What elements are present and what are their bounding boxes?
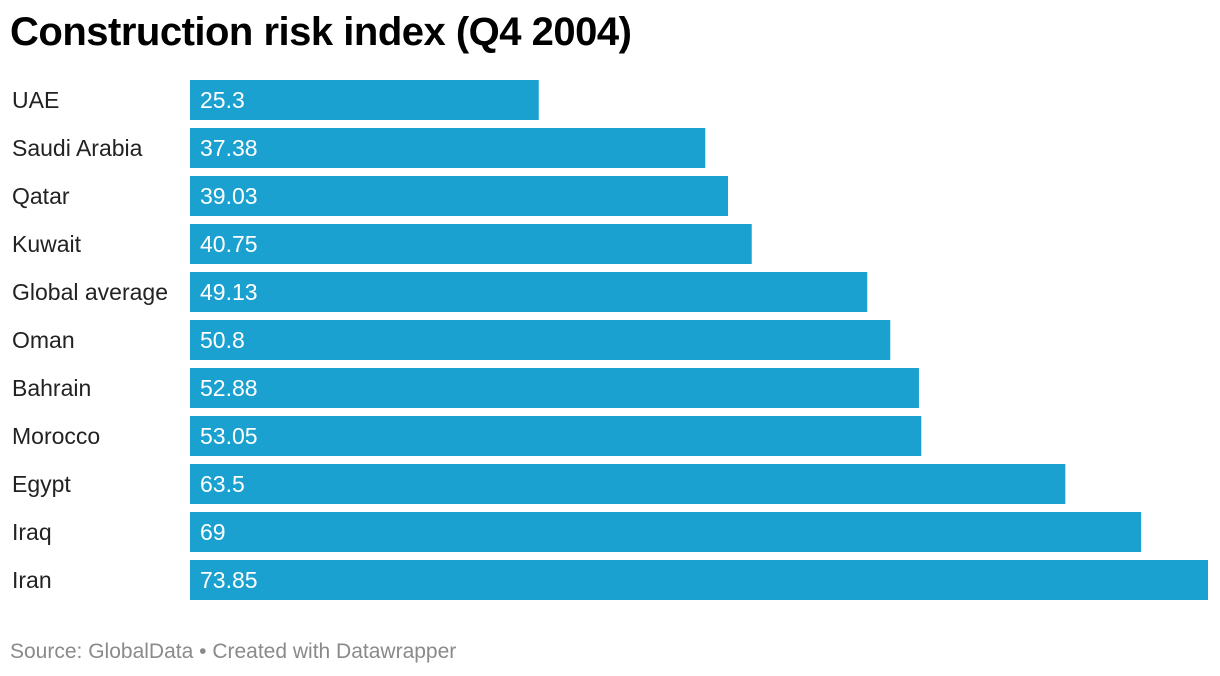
value-label: 49.13 xyxy=(200,279,258,305)
bar xyxy=(190,272,868,312)
chart-title: Construction risk index (Q4 2004) xyxy=(10,10,632,54)
category-label: Iran xyxy=(12,567,52,593)
value-label: 39.03 xyxy=(200,183,258,209)
bar xyxy=(190,512,1142,552)
category-label: Egypt xyxy=(12,471,71,497)
category-label: Iraq xyxy=(12,519,52,545)
category-label: Qatar xyxy=(12,183,70,209)
value-label: 37.38 xyxy=(200,135,258,161)
source-text: Source: GlobalData xyxy=(10,640,194,663)
category-label: Oman xyxy=(12,327,75,353)
bar xyxy=(190,368,919,408)
value-label: 63.5 xyxy=(200,471,245,497)
value-label: 69 xyxy=(200,519,226,545)
value-label: 40.75 xyxy=(200,231,258,257)
bar xyxy=(190,416,922,456)
category-label: Global average xyxy=(12,279,168,305)
value-label: 53.05 xyxy=(200,423,258,449)
category-label: Kuwait xyxy=(12,231,82,257)
footer-separator: • xyxy=(199,640,207,663)
bar xyxy=(190,128,706,168)
category-label: Bahrain xyxy=(12,375,91,401)
bar xyxy=(190,464,1066,504)
value-label: 52.88 xyxy=(200,375,258,401)
value-label: 73.85 xyxy=(200,567,258,593)
category-label: Morocco xyxy=(12,423,100,449)
value-label: 50.8 xyxy=(200,327,245,353)
bar xyxy=(190,80,539,120)
bar xyxy=(190,224,752,264)
bar xyxy=(190,176,729,216)
credit-text: Created with Datawrapper xyxy=(212,640,457,663)
category-label: UAE xyxy=(12,87,59,113)
value-label: 25.3 xyxy=(200,87,245,113)
bar xyxy=(190,560,1208,600)
bars-group: UAE 25.3 Saudi Arabia 37.38 Qatar 39.03 Kuwait… xyxy=(12,80,1208,600)
chart-footer: Source: GlobalData • Created with Datawr… xyxy=(10,640,456,664)
bar xyxy=(190,320,891,360)
category-label: Saudi Arabia xyxy=(12,135,143,161)
